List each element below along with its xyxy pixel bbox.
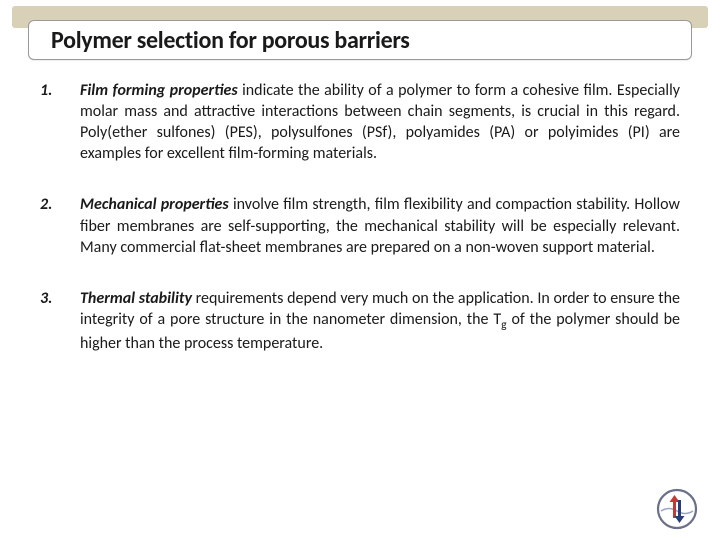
footer-logo xyxy=(656,488,698,530)
logo-icon xyxy=(656,488,698,530)
content-area: 1. Film forming properties indicate the … xyxy=(40,80,680,490)
slide-title: Polymer selection for porous barriers xyxy=(51,26,410,55)
item-body: Film forming properties indicate the abi… xyxy=(80,80,680,164)
item-number: 3. xyxy=(40,288,80,355)
item-number: 2. xyxy=(40,194,80,257)
item-body: Thermal stability requirements depend ve… xyxy=(80,288,680,355)
list-item: 3. Thermal stability requirements depend… xyxy=(40,288,680,355)
item-number: 1. xyxy=(40,80,80,164)
title-bar: Polymer selection for porous barriers xyxy=(28,20,692,60)
list-item: 2. Mechanical properties involve film st… xyxy=(40,194,680,257)
item-heading: Film forming properties xyxy=(80,81,238,100)
list-item: 1. Film forming properties indicate the … xyxy=(40,80,680,164)
item-heading: Thermal stability xyxy=(80,289,192,308)
item-heading: Mechanical properties xyxy=(80,195,229,214)
item-body: Mechanical properties involve film stren… xyxy=(80,194,680,257)
